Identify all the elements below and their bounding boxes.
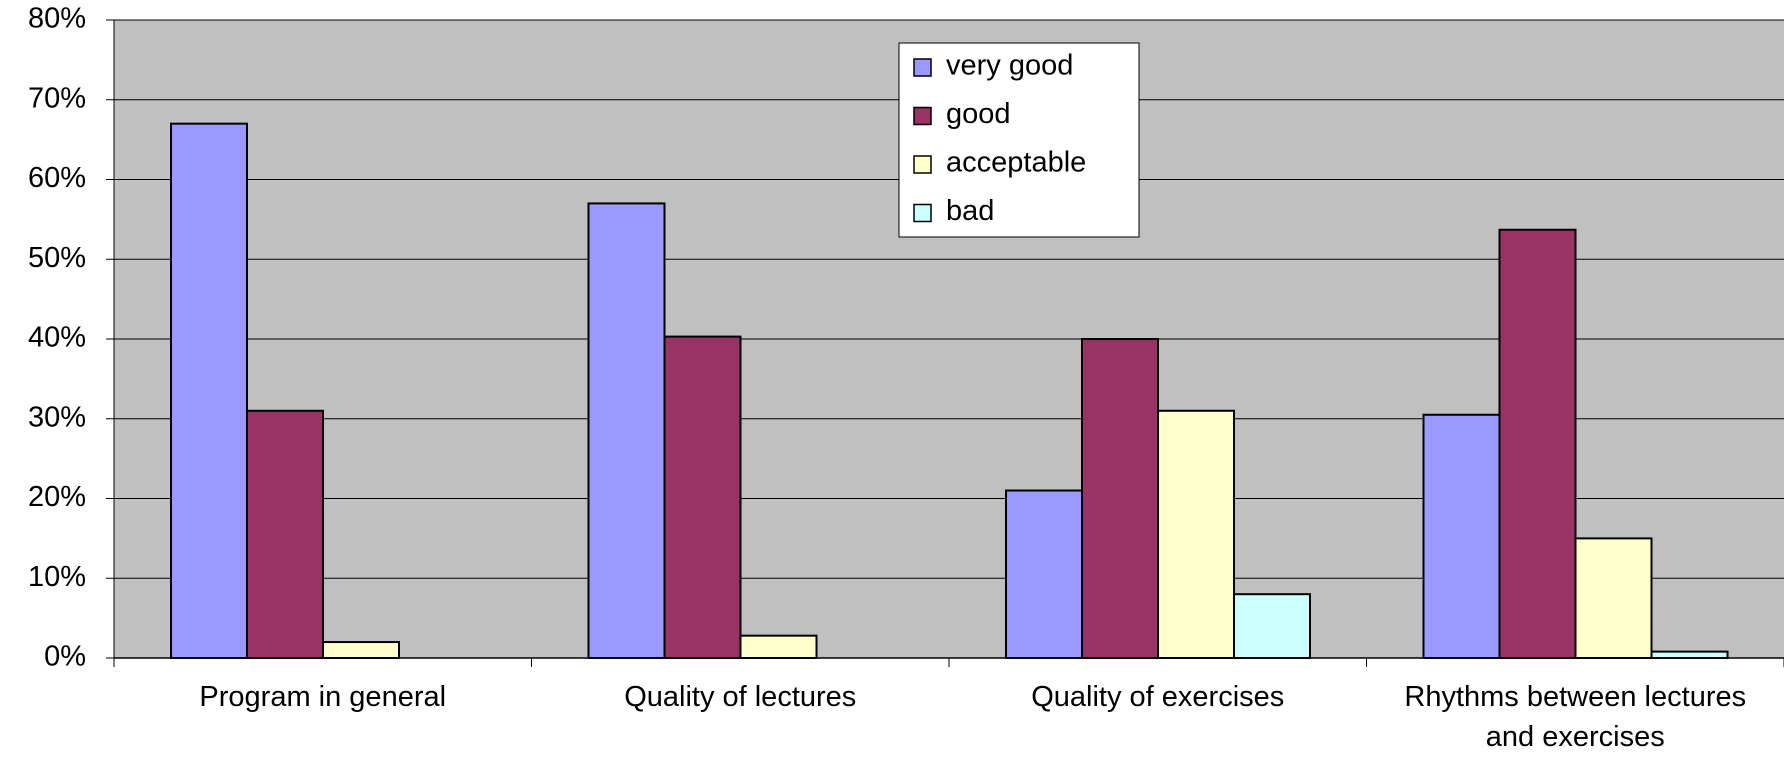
x-tick-label: Quality of exercises [1031, 681, 1285, 713]
y-tick-label: 80% [28, 3, 86, 35]
y-tick-label: 20% [28, 481, 86, 513]
legend-label: bad [946, 195, 994, 227]
y-tick-label: 30% [28, 401, 86, 433]
x-tick-label: Rhythms between lectures and exercises [1404, 681, 1747, 753]
bar [587, 202, 666, 660]
bar [1157, 409, 1235, 659]
y-tick-label: 10% [28, 561, 86, 593]
bar [1081, 338, 1159, 659]
legend-label: acceptable [946, 147, 1086, 179]
y-tick-label: 0% [44, 641, 86, 673]
legend-swatch [913, 106, 932, 126]
bar [1005, 489, 1083, 659]
bar [1574, 537, 1653, 659]
bar [322, 641, 400, 659]
y-tick-label: 50% [28, 242, 86, 274]
bar [1650, 650, 1729, 659]
legend-label: good [946, 98, 1011, 130]
y-tick-label: 60% [28, 162, 86, 194]
legend-swatch [913, 203, 932, 223]
bar [739, 634, 818, 659]
x-tick-label: Quality of lectures [624, 681, 857, 713]
bar [246, 409, 324, 659]
legend-label: very good [946, 50, 1073, 82]
legend-box [898, 42, 1140, 238]
x-tick-label: Program in general [199, 681, 447, 713]
legend-swatch [913, 155, 932, 174]
bar [1233, 593, 1311, 660]
y-tick-label: 40% [28, 322, 86, 354]
bar [663, 335, 742, 659]
legend-swatch [913, 58, 932, 77]
bar [170, 122, 248, 660]
bar [1498, 228, 1577, 659]
bar [1422, 413, 1501, 660]
y-tick-label: 70% [28, 82, 86, 114]
